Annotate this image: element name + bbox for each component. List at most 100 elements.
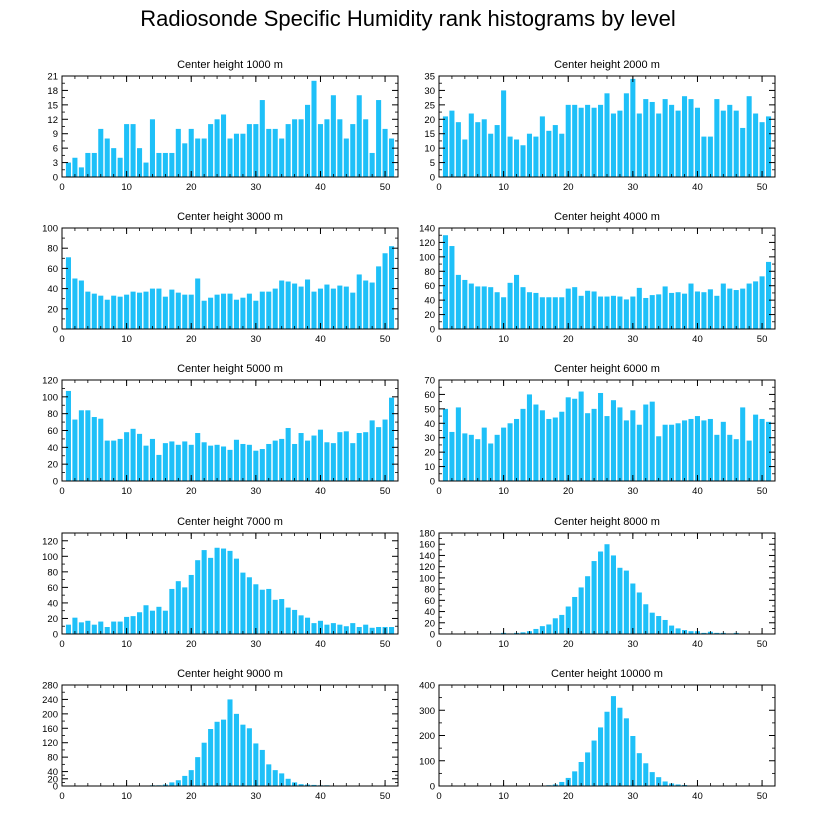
bar (578, 107, 584, 177)
bar (507, 282, 513, 329)
bar (598, 727, 604, 786)
bar (227, 550, 233, 634)
bar (376, 627, 382, 634)
bar (475, 286, 481, 329)
bar (727, 104, 733, 177)
x-tick-label: 10 (498, 182, 509, 193)
bar (214, 721, 220, 786)
x-tick-label: 40 (315, 334, 326, 345)
bar (253, 124, 259, 177)
bar (559, 781, 565, 786)
bar (279, 599, 285, 634)
bar (649, 772, 655, 786)
bar (656, 616, 662, 634)
x-tick-label: 30 (628, 791, 639, 802)
bar (85, 410, 91, 481)
bar (149, 438, 155, 481)
bar (233, 558, 239, 634)
y-tick-label: 120 (42, 376, 58, 387)
bar (317, 288, 323, 329)
x-tick-label: 50 (757, 334, 768, 345)
x-tick-label: 40 (692, 182, 703, 193)
bar (272, 440, 278, 481)
bar (227, 293, 233, 329)
bar (221, 114, 227, 177)
bar (662, 286, 668, 329)
bar (201, 550, 207, 634)
x-tick-label: 0 (436, 486, 441, 497)
bar (649, 295, 655, 329)
bar (572, 287, 578, 329)
bar (462, 279, 468, 329)
bar (475, 439, 481, 481)
bar (149, 119, 155, 177)
x-tick-label: 10 (121, 791, 132, 802)
y-tick-label: 10 (424, 144, 435, 155)
bar (669, 625, 675, 634)
bar (701, 136, 707, 177)
y-tick-label: 100 (419, 756, 435, 767)
bar (488, 287, 494, 329)
bar (279, 773, 285, 787)
bar (643, 99, 649, 177)
bar (598, 551, 604, 634)
bar (233, 439, 239, 481)
bar (740, 407, 746, 481)
bar (539, 410, 545, 481)
bar (714, 295, 720, 329)
y-tick-label: 15 (424, 129, 435, 140)
bar (565, 288, 571, 329)
x-tick-label: 0 (436, 639, 441, 650)
bar (382, 253, 388, 329)
y-tick-label: 200 (419, 731, 435, 742)
bar (266, 128, 272, 177)
y-tick-label: 60 (424, 281, 435, 292)
y-tick-label: 140 (419, 551, 435, 562)
x-tick-label: 0 (436, 334, 441, 345)
x-tick-label: 40 (692, 791, 703, 802)
bar (694, 291, 700, 329)
y-tick-label: 0 (53, 630, 58, 641)
bar (292, 283, 298, 329)
bar (292, 443, 298, 481)
bar (233, 133, 239, 177)
bar (111, 440, 117, 481)
y-tick-label: 0 (430, 325, 435, 336)
x-tick-label: 50 (380, 639, 391, 650)
bar (636, 592, 642, 634)
chart-title: Center height 7000 m (177, 516, 283, 528)
bar (591, 740, 597, 786)
x-tick-label: 40 (315, 182, 326, 193)
bar (662, 781, 668, 786)
bar (246, 293, 252, 329)
bar (604, 416, 610, 481)
bar (292, 609, 298, 634)
x-tick-label: 20 (186, 182, 197, 193)
bar (169, 152, 175, 177)
bar (156, 152, 162, 177)
bar (311, 435, 317, 481)
bar (188, 294, 194, 329)
x-tick-label: 0 (436, 791, 441, 802)
bar (175, 292, 181, 329)
y-tick-label: 35 (424, 72, 435, 83)
x-tick-label: 20 (186, 791, 197, 802)
y-tick-label: 50 (424, 404, 435, 415)
bar (623, 299, 629, 329)
bar (98, 128, 104, 177)
bar (578, 391, 584, 481)
bar (162, 296, 168, 329)
bar (240, 443, 246, 481)
x-tick-label: 40 (692, 486, 703, 497)
x-tick-label: 10 (498, 486, 509, 497)
y-tick-label: 240 (42, 695, 58, 706)
bar (78, 622, 84, 634)
bar (350, 443, 356, 482)
bar (350, 292, 356, 329)
bar (227, 449, 233, 481)
bar (501, 427, 507, 481)
bar (162, 610, 168, 634)
bar (72, 157, 78, 177)
bar (65, 390, 71, 481)
x-tick-label: 40 (692, 639, 703, 650)
